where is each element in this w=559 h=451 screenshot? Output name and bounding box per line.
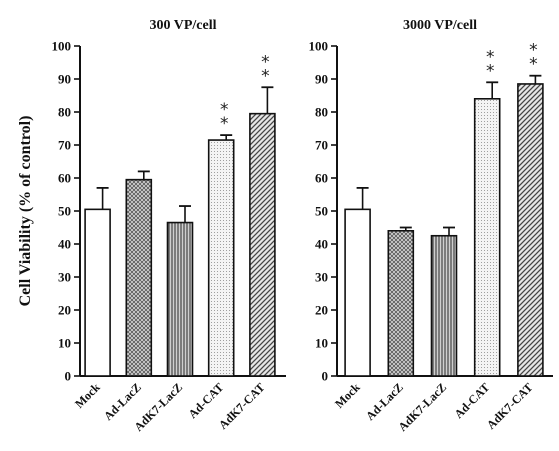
y-tick-label: 0	[322, 369, 329, 384]
bar	[344, 208, 371, 377]
y-tick-label: 10	[58, 336, 71, 351]
significance-marker: *	[220, 100, 229, 120]
y-tick-label: 20	[315, 303, 328, 318]
y-tick-label: 50	[315, 204, 328, 219]
x-tick-label: Mock	[72, 380, 103, 411]
y-tick-label: 10	[315, 336, 328, 351]
y-tick-label: 80	[315, 105, 328, 120]
y-tick-label: 70	[58, 138, 71, 153]
y-tick-label: 60	[315, 171, 328, 186]
y-tick-label: 0	[65, 369, 72, 384]
x-tick-label: Ad-CAT	[451, 380, 492, 421]
y-tick-label: 30	[58, 270, 71, 285]
x-tick-label: AdK7-CAT	[484, 380, 536, 432]
bar	[125, 178, 153, 377]
y-tick-label: 100	[52, 39, 72, 54]
significance-marker: *	[486, 61, 495, 81]
bar	[387, 230, 415, 377]
y-tick-label: 90	[58, 72, 71, 87]
panel-300vp: 300 VP/cell 0 10 20 30 40 50 60 70 80 90 100 Mock Ad…	[52, 18, 286, 434]
bar	[249, 112, 276, 377]
y-tick-label: 60	[58, 171, 71, 186]
y-tick-label: 100	[309, 39, 329, 54]
x-tick-label: Ad-CAT	[185, 380, 226, 421]
x-tick-label: Ad-LacZ	[363, 380, 406, 423]
significance-marker: *	[529, 55, 538, 75]
bar	[166, 221, 194, 377]
bar	[84, 208, 111, 377]
y-tick-label: 70	[315, 138, 328, 153]
bar	[517, 83, 544, 377]
y-tick-label: 30	[315, 270, 328, 285]
bar	[207, 139, 235, 377]
bar	[473, 98, 501, 377]
y-tick-label: 80	[58, 105, 71, 120]
bar	[430, 234, 458, 377]
y-tick-label: 40	[58, 237, 71, 252]
panel-title: 3000 VP/cell	[403, 18, 477, 33]
x-tick-label: Mock	[332, 380, 363, 411]
y-tick-label: 90	[315, 72, 328, 87]
y-tick-label: 50	[58, 204, 71, 219]
significance-marker: *	[261, 66, 270, 86]
significance-marker: *	[529, 41, 538, 61]
significance-marker: *	[220, 114, 229, 134]
significance-marker: *	[486, 47, 495, 67]
y-tick-label: 20	[58, 303, 71, 318]
significance-marker: *	[261, 52, 270, 72]
panel-title: 300 VP/cell	[149, 18, 216, 33]
y-tick-label: 40	[315, 237, 328, 252]
y-axis-label: Cell Viability (% of control)	[17, 116, 34, 307]
